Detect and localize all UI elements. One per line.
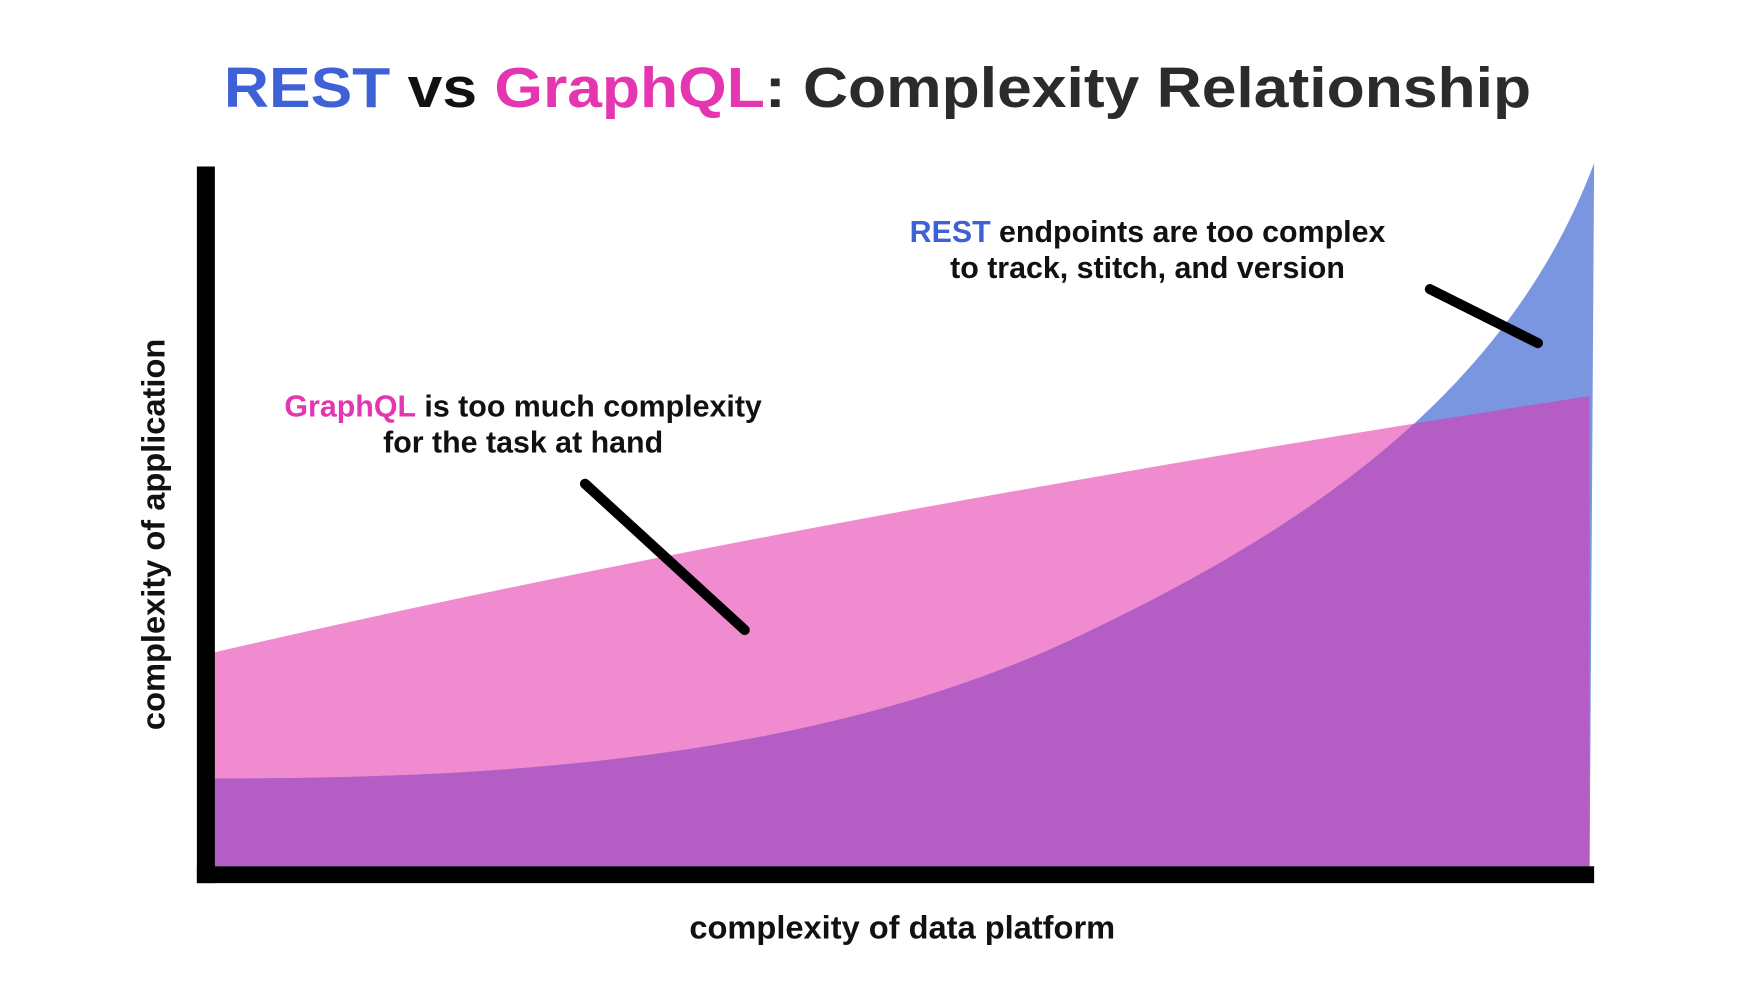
title-vs: vs — [390, 56, 494, 119]
graphql-note-line1: GraphQL is too much complexity — [284, 390, 762, 423]
rest-pointer — [1424, 284, 1543, 349]
x-axis — [196, 866, 1595, 884]
y-axis-label: complexity of application — [134, 339, 171, 730]
x-axis-label: complexity of data platform — [689, 908, 1115, 945]
title-rest: REST — [224, 56, 390, 119]
overlap-area — [213, 396, 1590, 867]
title-graphql: GraphQL — [494, 56, 764, 119]
rest-note-line2: to track, stitch, and version — [950, 252, 1345, 285]
graphql-note-line2: for the task at hand — [383, 426, 663, 459]
rest-note-line1: REST endpoints are too complex — [910, 216, 1386, 249]
rest-note-text: endpoints are too complex — [991, 216, 1386, 249]
graphql-note-keyword: GraphQL — [284, 390, 416, 423]
title: REST vs GraphQL: Complexity Relationship — [224, 56, 1531, 119]
graphql-note-text: is too much complexity — [416, 390, 762, 423]
graphql-pointer — [579, 478, 750, 636]
y-axis — [196, 166, 215, 884]
title-rest-of: : Complexity Relationship — [765, 56, 1531, 119]
rest-note-keyword: REST — [910, 216, 991, 249]
